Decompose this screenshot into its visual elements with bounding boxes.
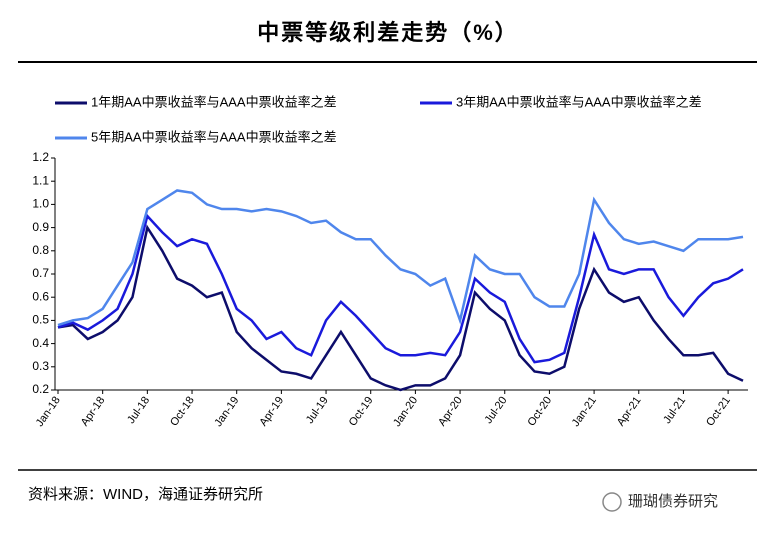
legend-label: 3年期AA中票收益率与AAA中票收益率之差: [456, 94, 702, 109]
y-tick-label: 1.2: [32, 150, 49, 164]
x-tick-label: Oct-18: [168, 395, 197, 429]
series-line: [57, 224, 744, 392]
legend-label: 1年期AA中票收益率与AAA中票收益率之差: [91, 94, 337, 109]
x-tick-label: Jul-20: [483, 395, 510, 426]
y-tick-label: 0.6: [32, 289, 49, 303]
legend-label: 5年期AA中票收益率与AAA中票收益率之差: [91, 129, 337, 144]
x-tick-label: Jan-21: [570, 395, 599, 429]
x-tick-label: Oct-19: [347, 395, 376, 429]
series-line: [57, 189, 744, 327]
watermark-icon: [602, 492, 622, 512]
x-tick-label: Apr-20: [436, 395, 465, 429]
chart-title: 中票等级利差走势（%）: [257, 20, 519, 45]
x-tick-label: Apr-19: [257, 395, 286, 429]
x-tick-label: Jul-19: [304, 395, 331, 426]
y-tick-label: 0.7: [32, 266, 49, 280]
y-tick-label: 1.0: [32, 197, 49, 211]
y-tick-label: 0.4: [32, 336, 49, 350]
x-tick-label: Jan-18: [34, 395, 63, 429]
x-tick-label: Jul-18: [125, 395, 152, 426]
x-tick-label: Jan-19: [212, 395, 241, 429]
x-tick-label: Apr-21: [615, 395, 644, 429]
series-line: [57, 213, 744, 364]
x-tick-label: Jul-21: [661, 395, 688, 426]
y-tick-label: 0.2: [32, 382, 49, 396]
x-tick-label: Oct-20: [525, 395, 554, 429]
y-tick-label: 0.9: [32, 220, 49, 234]
y-tick-label: 1.1: [32, 173, 49, 187]
x-tick-label: Jan-20: [391, 395, 420, 429]
y-tick-label: 0.5: [32, 313, 49, 327]
x-tick-label: Apr-18: [79, 395, 108, 429]
x-tick-label: Oct-21: [704, 395, 733, 429]
y-tick-label: 0.8: [32, 243, 49, 257]
source-note: 资料来源：WIND，海通证券研究所: [28, 486, 263, 503]
watermark: 珊瑚债券研究: [628, 493, 718, 510]
y-tick-label: 0.3: [32, 359, 49, 373]
